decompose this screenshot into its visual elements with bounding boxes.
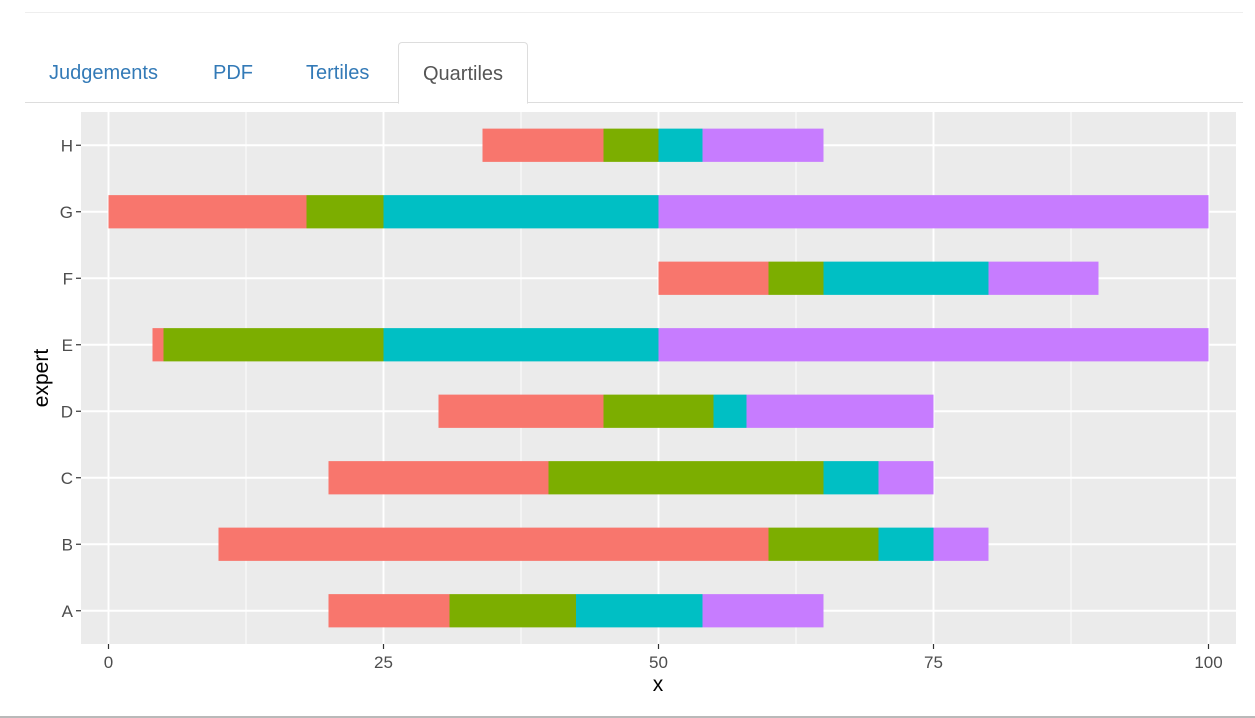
bar-F-segment-3 <box>823 261 989 295</box>
bar-B-segment-4 <box>933 527 989 561</box>
bars <box>108 128 1209 628</box>
bar-B-segment-2 <box>768 527 879 561</box>
bar-H-segment-4 <box>702 128 824 162</box>
quartiles-chart: A B C D E F G H 0 25 50 75 100 x expert <box>0 104 1255 704</box>
bar-G-segment-4 <box>658 195 1209 229</box>
x-tick-label: 100 <box>1194 653 1222 672</box>
x-tick-label: 75 <box>924 653 943 672</box>
tab-tertiles[interactable]: Tertiles <box>306 62 370 84</box>
tab-quartiles[interactable]: Quartiles <box>398 42 529 104</box>
bar-C-segment-3 <box>823 461 879 495</box>
bar-F-segment-2 <box>768 261 824 295</box>
y-tick-label: G <box>60 203 73 222</box>
x-tick-label: 25 <box>374 653 393 672</box>
y-axis-title: expert <box>30 349 53 408</box>
bar-A-segment-2 <box>449 594 576 628</box>
bar-D-segment-2 <box>603 394 714 428</box>
y-tick-label: C <box>61 469 73 488</box>
bar-F-segment-4 <box>988 261 1099 295</box>
bar-E-segment-1 <box>152 328 164 362</box>
x-axis-title: x <box>653 673 664 696</box>
bar-A-segment-1 <box>328 594 450 628</box>
bar-D-segment-1 <box>438 394 604 428</box>
tab-pdf[interactable]: PDF <box>213 62 253 84</box>
bar-H-segment-3 <box>658 128 703 162</box>
y-tick-label: H <box>61 136 73 155</box>
top-divider <box>25 12 1243 13</box>
bar-C-segment-2 <box>548 461 824 495</box>
bar-H-segment-1 <box>482 128 604 162</box>
x-tick-label: 0 <box>104 653 113 672</box>
bar-G-segment-1 <box>108 195 307 229</box>
y-tick-label: F <box>63 269 73 288</box>
chart-svg: A B C D E F G H 0 25 50 75 100 x expert <box>30 112 1236 696</box>
bar-B-segment-3 <box>878 527 934 561</box>
y-tick-label: D <box>61 402 73 421</box>
y-tick-label: A <box>62 602 74 621</box>
bar-E-segment-3 <box>383 328 659 362</box>
bar-G-segment-3 <box>383 195 659 229</box>
bar-C-segment-4 <box>878 461 934 495</box>
y-tick-label: E <box>62 336 73 355</box>
bar-G-segment-2 <box>306 195 384 229</box>
x-tick-label: 50 <box>649 653 668 672</box>
bar-D-segment-3 <box>713 394 747 428</box>
bar-H-segment-2 <box>603 128 659 162</box>
bar-F-segment-1 <box>658 261 769 295</box>
tab-bar: Judgements PDF Tertiles Quartiles <box>25 42 1243 104</box>
bar-B-segment-1 <box>218 527 769 561</box>
x-axis: 0 25 50 75 100 <box>104 644 1223 672</box>
tab-judgements[interactable]: Judgements <box>49 62 158 84</box>
bar-A-segment-3 <box>576 594 703 628</box>
bar-D-segment-4 <box>746 394 934 428</box>
bar-C-segment-1 <box>328 461 549 495</box>
bottom-divider <box>0 716 1255 718</box>
y-tick-label: B <box>62 535 73 554</box>
bar-E-segment-2 <box>163 328 384 362</box>
bar-A-segment-4 <box>702 594 824 628</box>
bar-E-segment-4 <box>658 328 1209 362</box>
y-axis: A B C D E F G H <box>60 136 81 621</box>
